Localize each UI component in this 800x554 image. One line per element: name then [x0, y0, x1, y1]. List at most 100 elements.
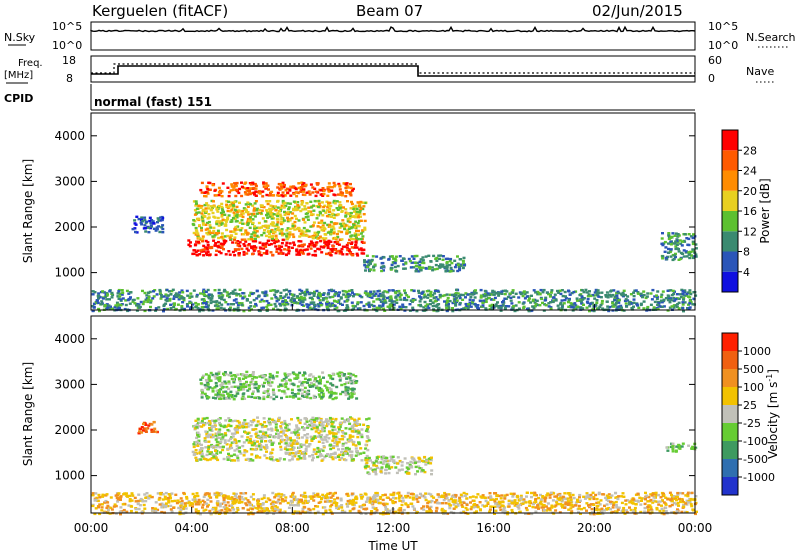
velocity-echo-cell — [119, 506, 123, 509]
velocity-echo-cell — [352, 424, 356, 427]
power-echo-cell — [353, 305, 357, 308]
power-echo-cell — [253, 305, 256, 308]
power-echo-cell — [331, 247, 335, 251]
power-echo-cell — [212, 239, 216, 242]
power-echo-cell — [107, 304, 111, 307]
power-echo-cell — [674, 297, 678, 301]
power-echo-cell — [286, 227, 290, 230]
power-echo-cell — [262, 252, 266, 255]
velocity-echo-cell — [392, 491, 396, 495]
velocity-echo-cell — [194, 449, 198, 452]
power-echo-cell — [235, 213, 239, 216]
power-echo-cell — [317, 202, 321, 205]
power-echo-cell — [405, 298, 409, 302]
velocity-echo-cell — [337, 455, 340, 458]
power-echo-cell — [344, 309, 347, 312]
velocity-echo-cell — [318, 389, 321, 392]
power-echo-cell — [352, 246, 356, 249]
velocity-echo-cell — [334, 392, 338, 395]
power-echo-cell — [226, 294, 229, 297]
power-echo-cell — [352, 307, 356, 310]
velocity-echo-cell — [486, 502, 490, 505]
power-echo-cell — [615, 306, 619, 309]
power-echo-cell — [441, 255, 445, 258]
power-echo-cell — [679, 242, 683, 245]
power-echo-cell — [223, 288, 227, 292]
power-echo-cell — [120, 289, 124, 292]
power-echo-cell — [197, 204, 201, 208]
power-echo-cell — [415, 309, 419, 313]
velocity-echo-cell — [367, 472, 371, 476]
power-echo-cell — [677, 258, 681, 261]
power-echo-cell — [344, 195, 348, 198]
power-echo-cell — [449, 266, 453, 270]
power-echo-cell — [235, 216, 239, 219]
velocity-echo-cell — [350, 427, 354, 430]
velocity-echo-cell — [338, 453, 342, 457]
power-echo-cell — [191, 222, 195, 226]
velocity-echo-cell — [219, 440, 223, 443]
power-echo-cell — [303, 205, 307, 208]
velocity-echo-cell — [303, 422, 307, 425]
power-echo-cell — [668, 301, 672, 304]
power-echo-cell — [180, 289, 184, 292]
power-echo-cell — [110, 291, 114, 295]
power-echo-cell — [196, 249, 200, 252]
power-echo-cell — [229, 238, 233, 241]
power-echo-cell — [209, 209, 213, 212]
velocity-echo-cell — [207, 444, 211, 448]
power-echo-cell — [262, 247, 266, 250]
velocity-echo-cell — [385, 465, 388, 468]
power-echo-cell — [199, 188, 203, 192]
velocity-echo-cell — [334, 435, 338, 438]
velocity-echo-cell — [333, 441, 337, 444]
velocity-echo-cell — [303, 457, 307, 460]
velocity-echo-cell — [319, 379, 322, 382]
power-echo-cell — [302, 243, 306, 246]
velocity-echo-cell — [313, 377, 317, 381]
velocity-echo-cell — [282, 458, 286, 461]
power-echo-cell — [575, 299, 579, 302]
power-echo-cell — [169, 306, 173, 310]
power-echo-cell — [688, 302, 692, 305]
power-echo-cell — [342, 206, 345, 209]
velocity-echo-cell — [403, 457, 407, 460]
power-echo-cell — [684, 250, 688, 253]
power-echo-cell — [302, 218, 306, 221]
velocity-echo-cell — [210, 433, 214, 436]
velocity-echo-cell — [160, 510, 164, 514]
power-echo-cell — [225, 200, 229, 203]
power-echo-cell — [299, 187, 303, 191]
power-echo-cell — [445, 299, 449, 302]
power-echo-cell — [508, 292, 512, 295]
velocity-echo-cell — [524, 506, 528, 510]
velocity-echo-cell — [250, 395, 254, 399]
velocity-echo-cell — [300, 381, 304, 384]
power-echo-cell — [260, 298, 264, 301]
velocity-echo-cell — [244, 425, 248, 429]
power-echo-cell — [278, 210, 281, 213]
velocity-echo-cell — [221, 436, 225, 439]
velocity-echo-cell — [284, 442, 288, 445]
power-echo-cell — [351, 254, 355, 257]
velocity-echo-cell — [320, 396, 324, 399]
velocity-echo-cell — [206, 395, 210, 399]
velocity-echo-cell — [250, 442, 254, 445]
power-echo-cell — [319, 304, 323, 307]
power-echo-cell — [527, 309, 531, 313]
velocity-echo-cell — [98, 512, 102, 516]
velocity-echo-cell — [472, 506, 476, 509]
power-echo-cell — [270, 212, 274, 215]
power-echo-cell — [336, 208, 340, 211]
power-echo-cell — [279, 304, 283, 307]
power-echo-cell — [333, 304, 337, 307]
power-echo-cell — [344, 211, 348, 214]
velocity-echo-cell — [185, 497, 189, 500]
power-echo-cell — [290, 293, 294, 296]
velocity-echo-cell — [385, 456, 389, 460]
power-echo-cell — [579, 298, 583, 302]
velocity-echo-cell — [308, 423, 311, 427]
velocity-echo-cell — [145, 492, 149, 495]
power-echo-cell — [456, 263, 460, 266]
velocity-echo-cell — [364, 457, 368, 460]
